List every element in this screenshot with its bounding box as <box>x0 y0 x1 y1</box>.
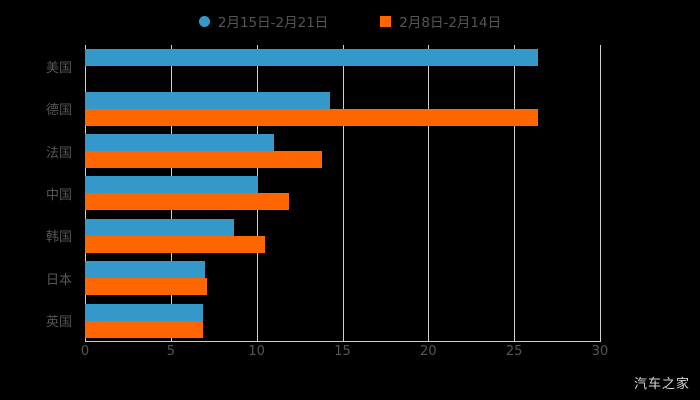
x-axis-tick-20: 20 <box>420 344 437 359</box>
legend-label-series-2: 2月8日-2月14日 <box>399 15 502 31</box>
legend-swatch-circle-icon <box>198 15 210 27</box>
legend-swatch-square-icon <box>380 15 392 27</box>
plot-area <box>85 45 601 342</box>
bar-group <box>85 215 600 257</box>
bar-日本-series-1[interactable] <box>85 261 206 279</box>
bar-德国-series-1[interactable] <box>85 91 331 109</box>
bar-group <box>85 87 600 129</box>
y-axis-label-4: 韩国 <box>45 230 72 246</box>
watermark: 汽车之家 <box>633 377 690 392</box>
bar-rows <box>85 45 600 342</box>
x-axis-tick-15: 15 <box>334 344 351 359</box>
y-axis-label-6: 英国 <box>45 315 72 331</box>
y-axis-label-0: 美国 <box>45 60 72 76</box>
x-axis-tick-10: 10 <box>248 344 265 359</box>
x-axis-line <box>85 341 600 342</box>
x-axis-tick-0: 0 <box>80 344 90 359</box>
legend-label-series-1: 2月15日-2月21日 <box>217 15 329 31</box>
y-axis-label-3: 中国 <box>45 187 72 203</box>
x-axis-tick-labels: 0 5 10 15 20 25 30 <box>81 344 608 364</box>
x-axis-tick-25: 25 <box>505 344 523 359</box>
bar-德国-series-2[interactable] <box>85 108 539 126</box>
bar-韩国-series-2[interactable] <box>85 235 266 253</box>
bar-法国-series-1[interactable] <box>85 134 274 152</box>
x-axis-tick-5: 5 <box>166 344 175 359</box>
bar-group <box>85 130 600 172</box>
bar-法国-series-2[interactable] <box>85 151 322 169</box>
bar-group <box>85 300 600 342</box>
y-axis-label-2: 法国 <box>45 145 72 161</box>
gridline-25 <box>514 45 516 342</box>
bar-美国-series-1[interactable] <box>85 49 539 67</box>
legend-item-series-2[interactable]: 2月8日-2月14日 <box>380 11 501 31</box>
bar-英国-series-1[interactable] <box>85 303 204 321</box>
bar-中国-series-1[interactable] <box>85 176 259 194</box>
bar-group <box>85 45 600 87</box>
legend-item-series-1[interactable]: 2月15日-2月21日 <box>198 11 329 31</box>
bar-韩国-series-1[interactable] <box>85 218 235 236</box>
gridline-30 <box>600 45 601 342</box>
bar-group <box>85 172 600 214</box>
bar-中国-series-2[interactable] <box>85 193 290 211</box>
x-axis-tick-30: 30 <box>591 344 609 359</box>
y-axis-category-labels: 美国 德国 法国 中国 韩国 日本 英国 <box>0 45 78 342</box>
bar-英国-series-2[interactable] <box>85 320 204 338</box>
chart-legend: 2月15日-2月21日 2月8日-2月14日 <box>0 8 700 34</box>
bar-group <box>85 257 600 299</box>
gridline-15 <box>342 45 344 342</box>
y-axis-label-1: 德国 <box>45 103 72 119</box>
bar-日本-series-2[interactable] <box>85 278 207 296</box>
y-axis-label-5: 日本 <box>45 272 72 288</box>
gridline-20 <box>428 45 430 342</box>
